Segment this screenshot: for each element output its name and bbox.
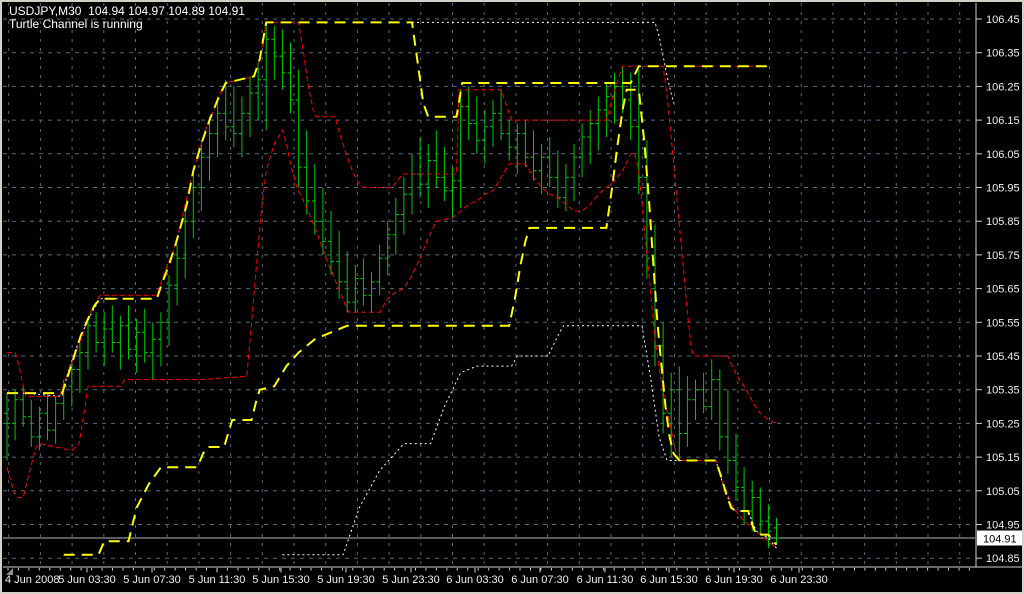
turtle-exit-line-white-upper xyxy=(412,21,675,104)
price-tick-label: 105.65 xyxy=(986,284,1020,296)
current-price-label: 104.91 xyxy=(983,534,1017,546)
price-tick-label: 106.05 xyxy=(986,149,1020,161)
time-tick-label: 5 Jun 11:30 xyxy=(189,574,246,586)
time-tick-label: 4 Jun 2008 xyxy=(5,574,59,586)
price-tick-label: 105.85 xyxy=(986,216,1020,228)
turtle-stop-line-yellow-upper xyxy=(7,21,771,395)
time-tick-label: 6 Jun 15:30 xyxy=(640,574,698,586)
time-tick-label: 6 Jun 07:30 xyxy=(511,574,569,586)
price-tick-label: 105.15 xyxy=(986,452,1020,464)
price-tick-label: 106.25 xyxy=(986,81,1020,93)
time-tick-label: 5 Jun 07:30 xyxy=(123,574,181,586)
turtle-channel-red-lower xyxy=(6,128,777,549)
price-tick-label: 105.05 xyxy=(986,486,1020,498)
chart-shift-marker-icon xyxy=(6,568,13,575)
time-tick-label: 6 Jun 03:30 xyxy=(446,574,504,586)
price-tick-label: 105.75 xyxy=(986,250,1020,262)
price-tick-label: 105.95 xyxy=(986,183,1020,195)
price-bars xyxy=(4,22,780,549)
chart-title-ohlc: USDJPY,M30 104.94 104.97 104.89 104.91 xyxy=(9,4,245,18)
indicator-status-label: Turtle Channel is running xyxy=(9,17,143,31)
time-tick-label: 5 Jun 15:30 xyxy=(252,574,310,586)
price-tick-label: 106.15 xyxy=(986,115,1020,127)
price-tick-label: 105.55 xyxy=(986,317,1020,329)
current-price-badge: 104.91 xyxy=(977,530,1022,546)
time-tick-label: 5 Jun 23:30 xyxy=(382,574,440,586)
price-axis[interactable]: 106.45 106.35 106.25 106.15 106.05 105.95 105.… xyxy=(975,3,1020,567)
price-tick-label: 104.85 xyxy=(986,553,1020,565)
time-tick-label: 6 Jun 19:30 xyxy=(705,574,763,586)
time-tick-label: 5 Jun 19:30 xyxy=(317,574,375,586)
grid xyxy=(3,3,975,567)
time-tick-label: 5 Jun 03:30 xyxy=(58,574,116,586)
turtle-stop-line-yellow-lower xyxy=(63,88,778,556)
time-tick-label: 6 Jun 23:30 xyxy=(770,574,828,586)
price-tick-label: 105.25 xyxy=(986,418,1020,430)
price-tick-label: 104.95 xyxy=(986,520,1020,532)
turtle-channel-red-upper xyxy=(7,21,777,424)
time-tick-label: 6 Jun 11:30 xyxy=(577,574,634,586)
price-tick-label: 106.35 xyxy=(986,48,1020,60)
price-tick-label: 105.45 xyxy=(986,351,1020,363)
turtle-exit-line-white-lower xyxy=(282,325,777,556)
price-tick-label: 106.45 xyxy=(986,14,1020,26)
price-tick-label: 105.35 xyxy=(986,385,1020,397)
